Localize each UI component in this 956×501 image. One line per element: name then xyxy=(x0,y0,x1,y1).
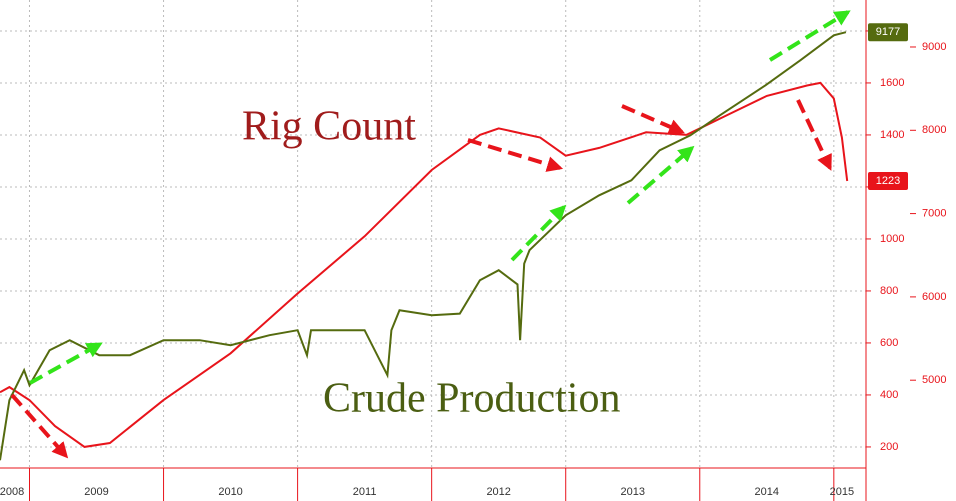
grid xyxy=(0,0,866,468)
y-tick-label: 1600 xyxy=(880,77,904,89)
x-tick-label: 2015 xyxy=(830,486,854,498)
y2-tick-label: 9000 xyxy=(922,41,946,53)
end-label: 1223 xyxy=(876,175,900,187)
y-tick-label: 1400 xyxy=(880,129,904,141)
annotation: Rig Count xyxy=(242,104,416,150)
x-tick-label: 2013 xyxy=(621,486,645,498)
y-tick-label: 200 xyxy=(880,441,898,453)
y2-tick-label: 8000 xyxy=(922,124,946,136)
y-tick-label: 1000 xyxy=(880,233,904,245)
y2-tick-label: 7000 xyxy=(922,207,946,219)
arrow xyxy=(621,104,685,135)
arrow xyxy=(467,138,564,172)
arrow xyxy=(796,99,832,171)
x-tick-label: 2014 xyxy=(755,486,779,498)
x-tick-label: 2009 xyxy=(84,486,108,498)
x-tick-label: 2008 xyxy=(0,486,24,498)
end-label-box xyxy=(868,171,908,190)
lines xyxy=(0,31,849,461)
arrow xyxy=(626,145,695,205)
end-label: 9177 xyxy=(876,26,900,38)
y-tick-label: 800 xyxy=(880,285,898,297)
arrow xyxy=(29,342,103,385)
x-tick-label: 2012 xyxy=(486,486,510,498)
arrow xyxy=(510,204,567,262)
y-tick-label: 600 xyxy=(880,337,898,349)
x-tick-label: 2011 xyxy=(353,486,377,498)
y2-tick-label: 6000 xyxy=(922,291,946,303)
y2-tick-label: 5000 xyxy=(922,374,946,386)
arrow xyxy=(10,393,69,459)
end-label-box xyxy=(868,23,908,42)
x-tick-label: 2010 xyxy=(218,486,242,498)
series-line xyxy=(0,31,847,461)
annotation: Crude Production xyxy=(323,376,620,422)
arrow xyxy=(768,10,851,62)
series-line xyxy=(0,81,849,448)
y-tick-label: 400 xyxy=(880,389,898,401)
arrows xyxy=(10,10,851,459)
